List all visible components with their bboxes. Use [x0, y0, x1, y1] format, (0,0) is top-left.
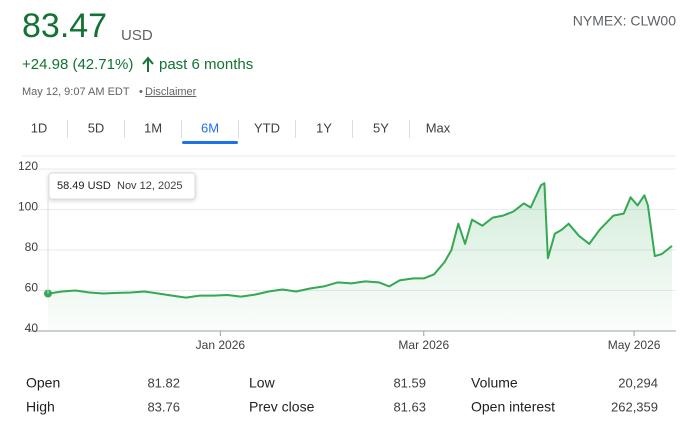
stats: Open 81.82 Low 81.59 Volume 20,294 High 83.76 Pr…	[26, 375, 658, 415]
y-tick-label: 120	[18, 159, 38, 173]
exchange: NYMEX: CLW00	[573, 13, 676, 29]
y-tick-label: 100	[18, 200, 38, 214]
tooltip	[48, 172, 196, 200]
tooltip-date: Nov 12, 2025	[117, 180, 182, 192]
tab[interactable]: YTD	[254, 120, 280, 135]
tab[interactable]: 1D	[31, 120, 48, 135]
area	[48, 183, 672, 331]
x-tick-label: May 2026	[608, 338, 661, 352]
stat-label: Low	[249, 375, 276, 391]
timestamp: May 12, 9:07 AM EDT	[22, 86, 130, 98]
stat-value: 81.63	[393, 399, 426, 414]
stat-value: 81.59	[393, 375, 426, 390]
disclaimer-link[interactable]: Disclaimer	[145, 86, 197, 98]
up-arrow	[142, 56, 154, 72]
stat-value: 81.82	[147, 375, 180, 390]
x-tick-label: Jan 2026	[196, 338, 246, 352]
tab[interactable]: 5Y	[373, 120, 389, 135]
tooltip-value: 58.49 USD	[57, 180, 111, 192]
stat-label: Prev close	[249, 399, 315, 415]
stat-label: Open interest	[471, 399, 555, 415]
tab[interactable]: 5D	[88, 120, 105, 135]
period: past 6 months	[159, 56, 253, 73]
tab-underline	[182, 141, 238, 144]
bullet: •	[139, 86, 143, 98]
stat-value: 83.76	[147, 399, 180, 414]
tab[interactable]: 6M	[201, 120, 219, 135]
stat-value: 262,359	[611, 399, 658, 414]
tab[interactable]: Max	[426, 120, 451, 135]
chart: 40 60 80 100 120 Jan 2026 Mar 2026 May 2026 58.4…	[18, 159, 676, 352]
price-line	[47, 182, 673, 299]
y-tick-label: 80	[25, 240, 39, 254]
stat-label: High	[26, 399, 55, 415]
tab[interactable]: 1Y	[316, 120, 332, 135]
y-tick-label: 60	[25, 281, 39, 295]
currency: USD	[121, 27, 153, 44]
x-tick-label: Mar 2026	[398, 338, 449, 352]
y-tick-label: 40	[25, 321, 39, 335]
range-tabs: 1D 5D 1M 6M YTD 1Y 5Y Max	[31, 120, 451, 144]
stat-label: Volume	[471, 375, 518, 391]
tab[interactable]: 1M	[144, 120, 162, 135]
price: 83.47	[22, 7, 107, 45]
stat-value: 20,294	[618, 375, 658, 390]
stat-label: Open	[26, 375, 60, 391]
change: +24.98 (42.71%)	[22, 56, 133, 73]
